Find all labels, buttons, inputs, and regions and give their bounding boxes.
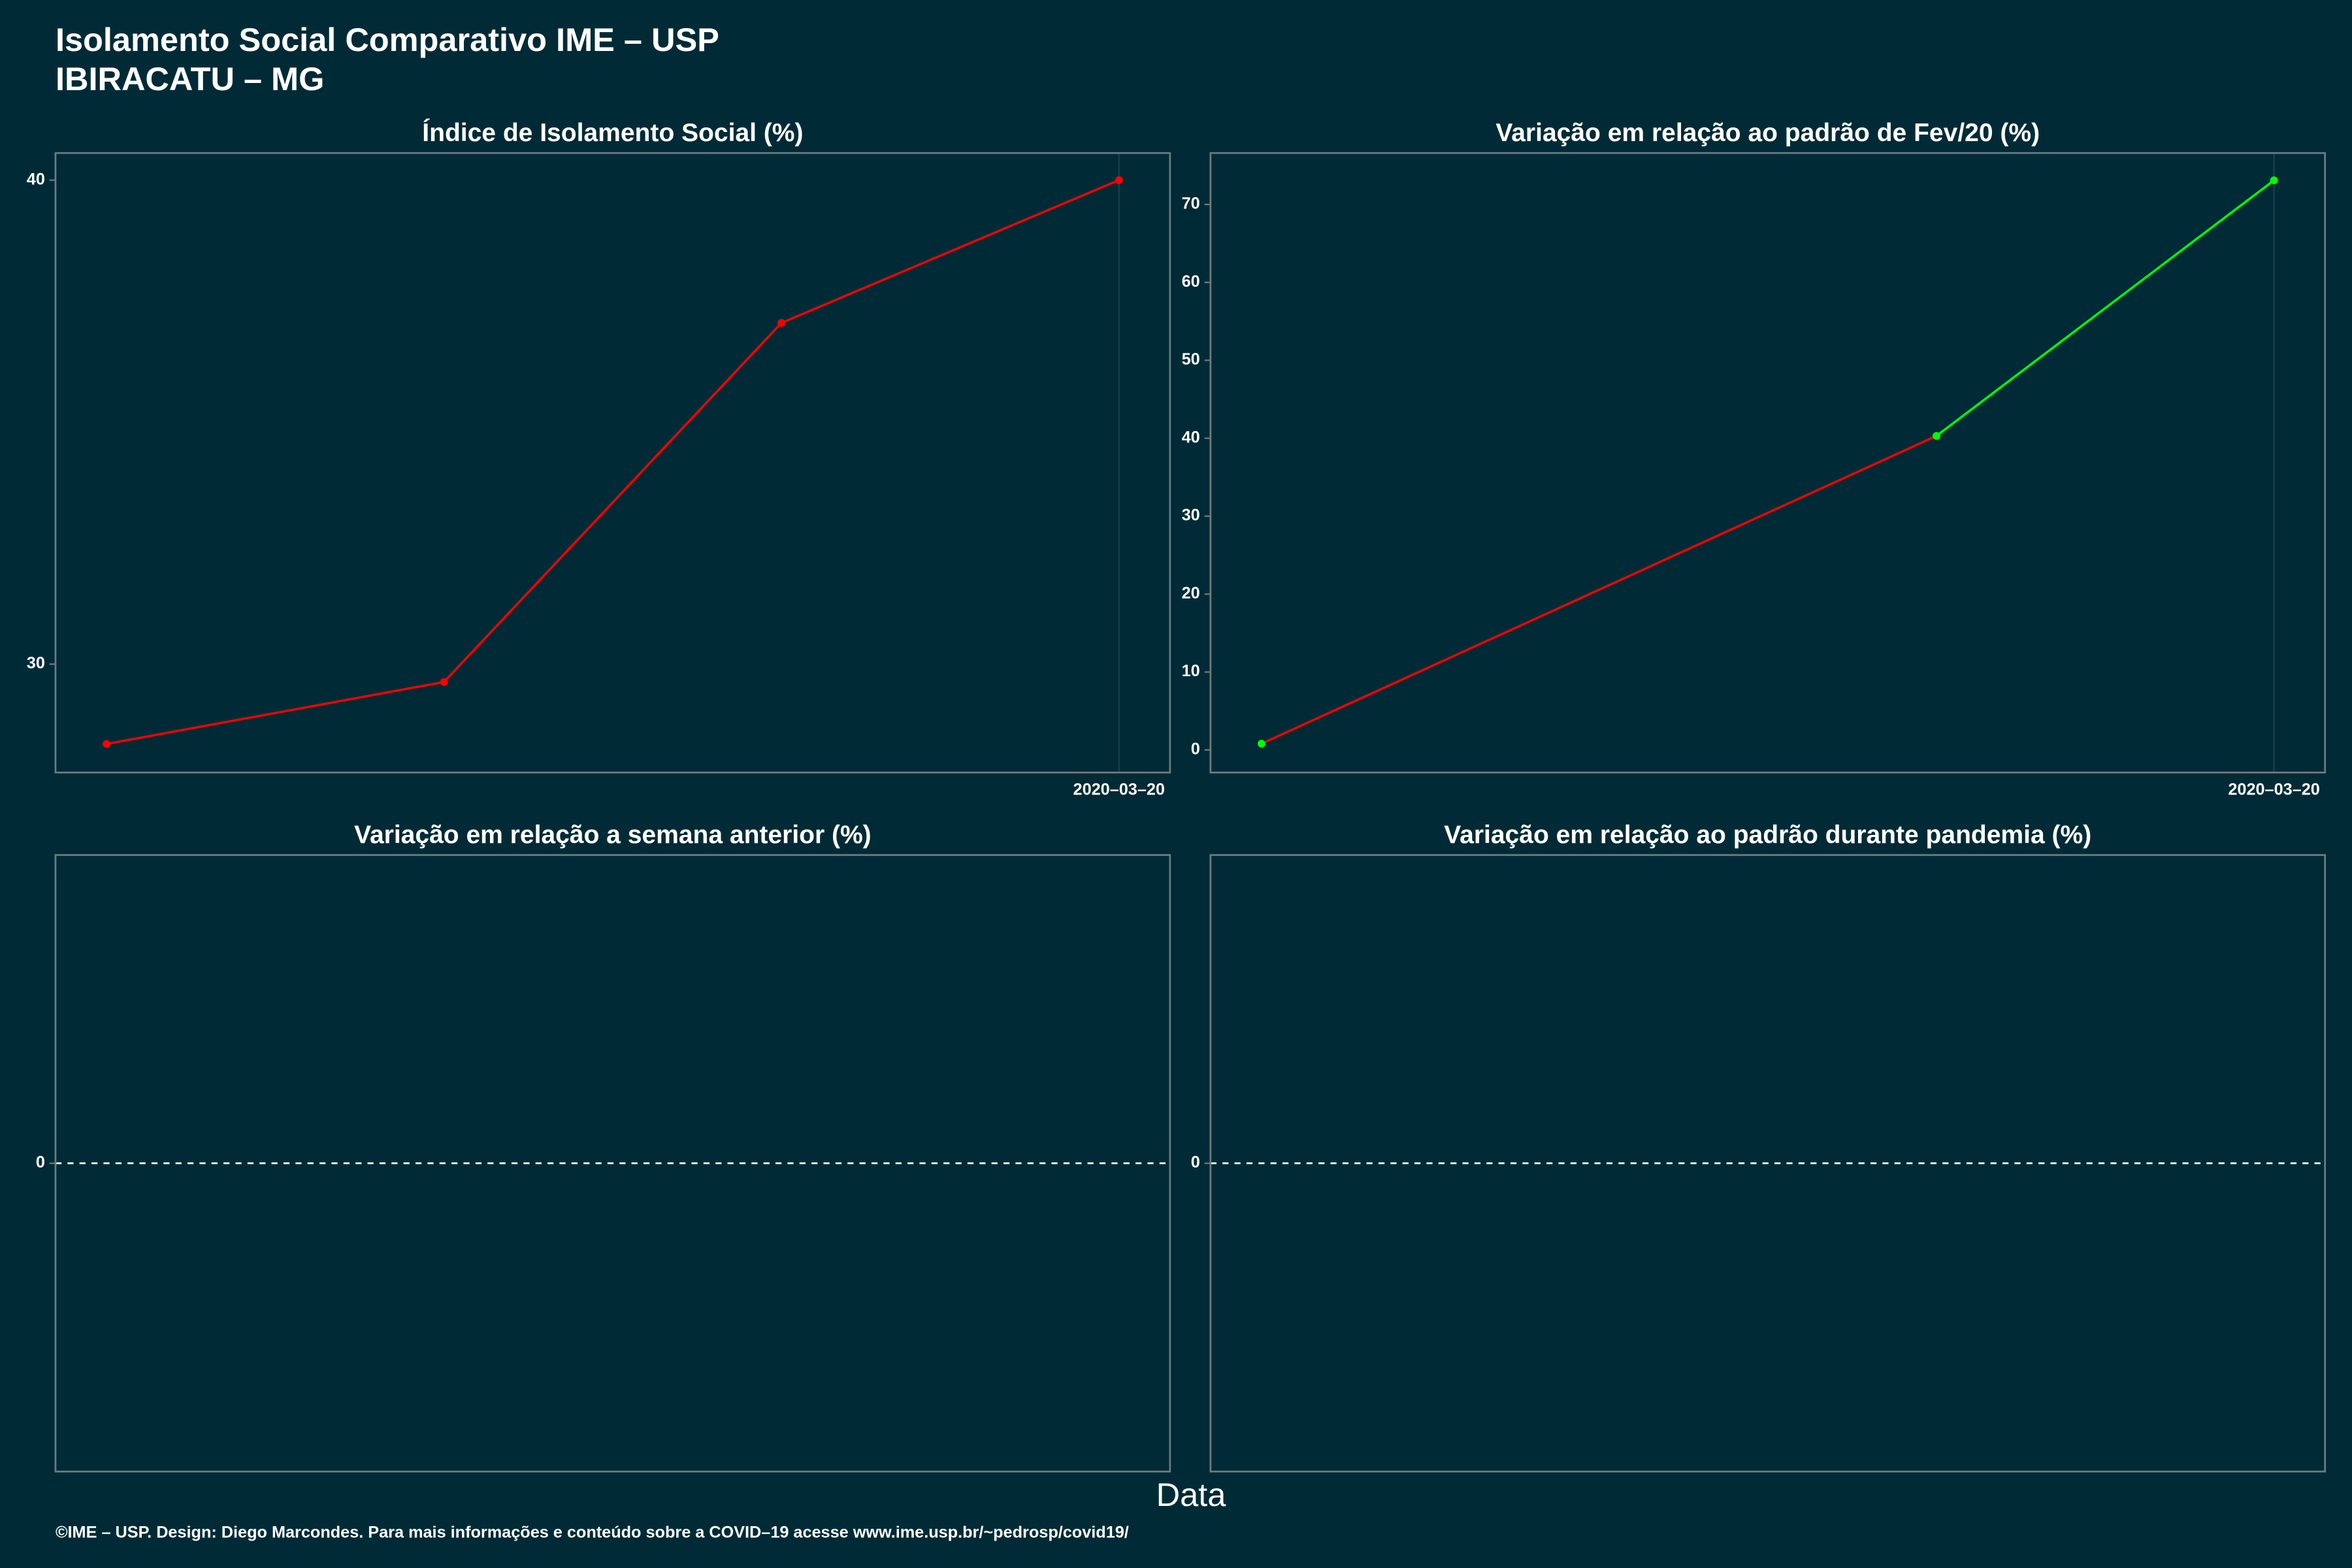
panel-border bbox=[54, 854, 1171, 1473]
y-tick-label: 50 bbox=[1182, 350, 1200, 368]
data-point bbox=[1933, 432, 1940, 440]
panel-border bbox=[1209, 854, 2327, 1473]
y-tick-label: 70 bbox=[1182, 195, 1200, 213]
line-segment bbox=[106, 681, 444, 745]
data-point bbox=[2270, 176, 2278, 184]
data-point bbox=[777, 319, 786, 327]
line-segment bbox=[1935, 179, 2275, 437]
y-tick-label: 20 bbox=[1182, 584, 1200, 602]
panel-border bbox=[54, 152, 1171, 774]
data-point bbox=[103, 740, 110, 748]
chart-title: Isolamento Social Comparativo IME – USP bbox=[56, 21, 719, 58]
panel-title: Índice de Isolamento Social (%) bbox=[422, 118, 803, 147]
line-segment bbox=[781, 179, 1120, 324]
data-point bbox=[440, 678, 448, 686]
y-tick-label: 40 bbox=[27, 170, 45, 188]
line-segment bbox=[1261, 434, 1937, 745]
y-tick-label: 60 bbox=[1182, 272, 1200, 291]
y-tick-label: 0 bbox=[1191, 740, 1200, 759]
y-tick-label: 0 bbox=[36, 1153, 45, 1171]
x-tick-label: 2020–03–20 bbox=[1073, 781, 1165, 799]
y-tick-label: 30 bbox=[27, 654, 45, 672]
data-point bbox=[1115, 176, 1123, 184]
panel-title: Variação em relação ao padrão durante pa… bbox=[1444, 821, 2091, 849]
y-tick-label: 40 bbox=[1182, 428, 1200, 446]
panel-title: Variação em relação a semana anterior (%… bbox=[354, 821, 872, 849]
footer: ©IME – USP. Design: Diego Marcondes. Par… bbox=[56, 1523, 1129, 1541]
data-point bbox=[1257, 740, 1266, 748]
line-segment bbox=[443, 322, 783, 683]
panel-border bbox=[1209, 152, 2327, 774]
y-tick-label: 30 bbox=[1182, 506, 1200, 525]
panel-title: Variação em relação ao padrão de Fev/20 … bbox=[1495, 119, 2040, 147]
y-tick-label: 0 bbox=[1191, 1153, 1200, 1171]
y-tick-label: 10 bbox=[1182, 662, 1200, 680]
x-tick-label: 2020–03–20 bbox=[2228, 781, 2319, 799]
x-axis-label: Data bbox=[1156, 1476, 1227, 1513]
chart-subtitle: IBIRACATU – MG bbox=[56, 60, 324, 97]
